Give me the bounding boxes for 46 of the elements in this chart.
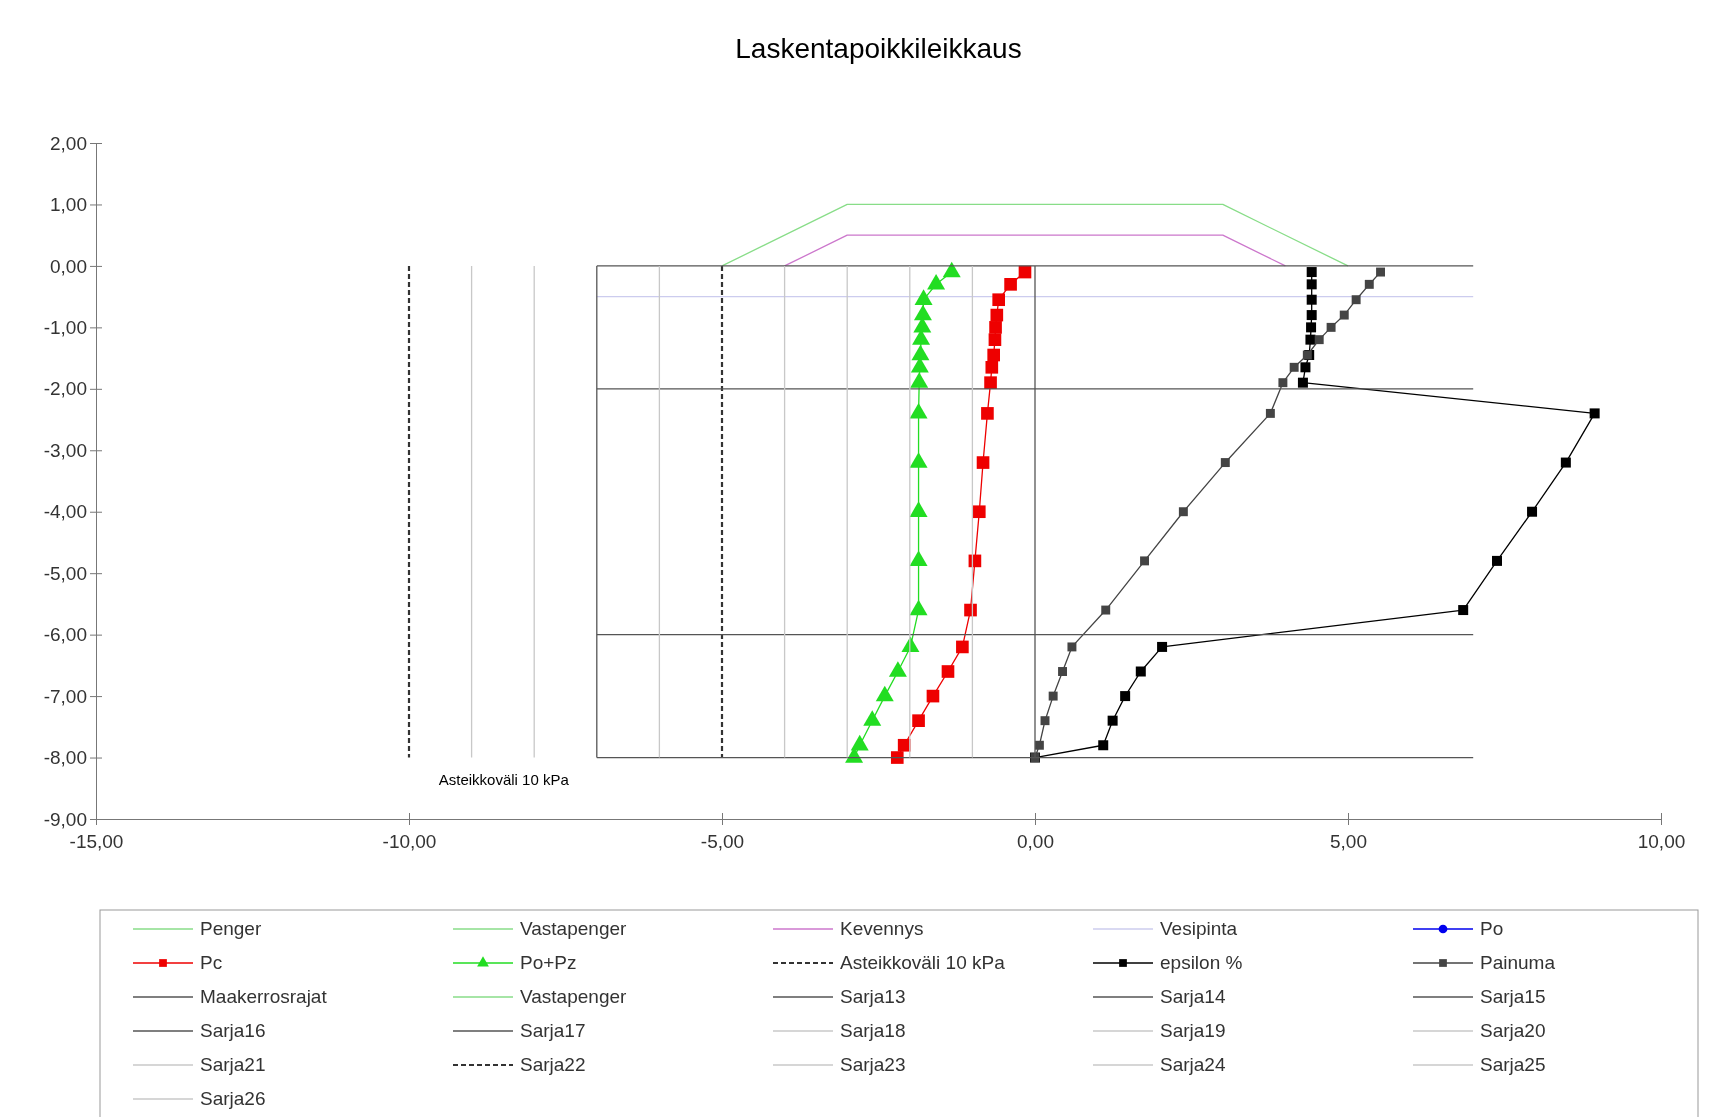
legend-label: Sarja14 <box>1160 986 1226 1007</box>
y-tick-label: -4,00 <box>43 501 87 523</box>
legend-label: Sarja17 <box>520 1020 586 1041</box>
y-tick-label: -9,00 <box>43 808 87 830</box>
legend-label: Sarja24 <box>1160 1054 1226 1075</box>
legend-label: Penger <box>200 918 262 939</box>
legend-label: Vastapenger <box>520 918 628 939</box>
legend-label: Sarja19 <box>1160 1020 1226 1041</box>
legend-label: Sarja25 <box>1480 1054 1546 1075</box>
y-tick-label: -8,00 <box>43 747 87 769</box>
legend-label: Vastapenger <box>520 986 628 1007</box>
legend-label: Sarja21 <box>200 1054 266 1075</box>
legend-label: Sarja15 <box>1480 986 1546 1007</box>
legend-label: Maakerrosrajat <box>200 986 328 1007</box>
y-tick-label: -2,00 <box>43 378 87 400</box>
legend-label: Painuma <box>1480 952 1556 973</box>
legend-label: Sarja18 <box>840 1020 906 1041</box>
x-tick-label: -5,00 <box>700 831 745 852</box>
legend-label: Po+Pz <box>520 952 577 973</box>
y-tick-label: 0,00 <box>50 255 87 277</box>
y-tick-label: 2,00 <box>50 132 87 154</box>
legend-label: Sarja20 <box>1480 1020 1546 1041</box>
x-tick-label: 0,00 <box>1017 831 1054 852</box>
legend-label: Vesipinta <box>1160 918 1238 939</box>
x-tick-label: 10,00 <box>1637 831 1686 852</box>
x-tick-label: -15,00 <box>69 831 124 852</box>
legend-label: epsilon % <box>1160 952 1243 973</box>
legend-label: Sarja16 <box>200 1020 266 1041</box>
y-tick-label: -7,00 <box>43 685 87 707</box>
legend-label: Sarja13 <box>840 986 906 1007</box>
legend-label: Sarja23 <box>840 1054 906 1075</box>
x-tick-label: 5,00 <box>1330 831 1367 852</box>
annotation: Asteikkoväli 10 kPa <box>438 771 570 788</box>
legend-label: Sarja26 <box>200 1088 266 1109</box>
y-tick-label: -6,00 <box>43 624 87 646</box>
y-tick-label: -1,00 <box>43 316 87 338</box>
legend-label: Kevennys <box>840 918 924 939</box>
legend-label: Asteikkoväli 10 kPa <box>840 952 1006 973</box>
y-tick-label: -5,00 <box>43 562 87 584</box>
legend-label: Po <box>1480 918 1504 939</box>
y-tick-label: 1,00 <box>50 194 87 216</box>
legend-label: Sarja22 <box>520 1054 586 1075</box>
y-tick-label: -3,00 <box>43 439 87 461</box>
x-tick-label: -10,00 <box>382 831 437 852</box>
legend-label: Pc <box>200 952 223 973</box>
chart-title: Laskentapoikkileikkaus <box>735 33 1022 64</box>
